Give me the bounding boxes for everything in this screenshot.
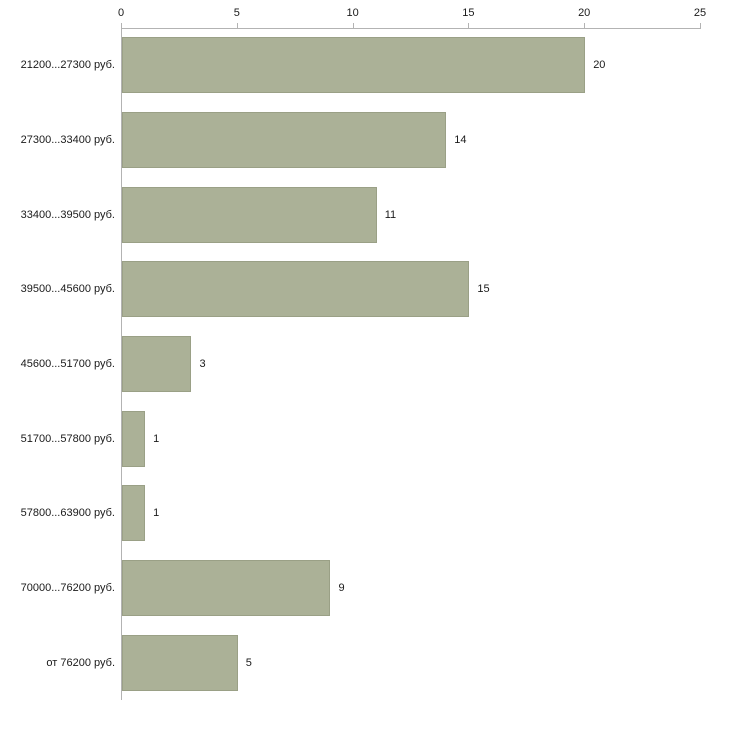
bar: [122, 336, 192, 392]
x-tick: [236, 23, 238, 28]
category-label: от 76200 руб.: [46, 656, 115, 669]
bar-value-label: 14: [454, 134, 467, 146]
category-label: 70000...76200 руб.: [20, 582, 115, 594]
x-tick: [584, 23, 586, 28]
x-tick: [121, 23, 122, 28]
bar-value-label: 1: [153, 507, 160, 520]
bar-value-label: 5: [245, 656, 252, 669]
category-label: 45600...51700 руб.: [20, 358, 115, 370]
category-label: 21200...27300 руб.: [20, 59, 115, 72]
category-label: 33400...39500 руб.: [20, 208, 115, 221]
x-tick-label: 25: [693, 7, 707, 19]
bar: [122, 37, 586, 94]
x-tick: [700, 23, 701, 28]
bar: [122, 485, 146, 542]
bar-value-label: 11: [384, 208, 397, 221]
x-tick: [468, 23, 470, 28]
bar: [122, 112, 447, 168]
bar-value-label: 20: [593, 59, 606, 72]
x-tick-label: 0: [117, 7, 125, 19]
x-axis-line: [121, 28, 701, 29]
category-label: 57800...63900 руб.: [20, 507, 115, 520]
bar-value-label: 1: [153, 432, 160, 445]
bar: [122, 410, 146, 467]
x-tick: [352, 23, 354, 28]
x-tick-label: 10: [346, 7, 359, 19]
y-axis-line: [121, 28, 122, 700]
bar: [122, 261, 470, 318]
category-label: 27300...33400 руб.: [20, 134, 115, 146]
x-tick-label: 5: [233, 7, 240, 19]
category-label: 51700...57800 руб.: [20, 432, 115, 445]
bar: [122, 186, 377, 243]
bar-value-label: 3: [199, 358, 206, 370]
bar: [122, 634, 238, 691]
x-tick-label: 20: [578, 7, 591, 19]
bar: [122, 560, 331, 616]
category-label: 39500...45600 руб.: [20, 283, 115, 296]
bar-value-label: 15: [477, 283, 490, 296]
x-tick-label: 15: [462, 7, 475, 19]
bar-value-label: 9: [338, 582, 345, 594]
